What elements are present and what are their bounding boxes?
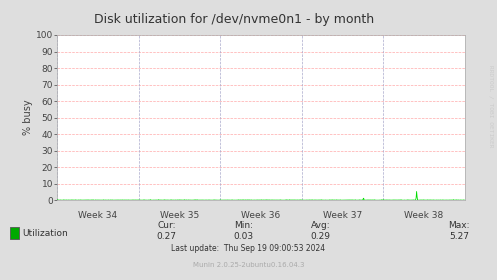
Text: Week 35: Week 35 bbox=[160, 211, 199, 220]
Text: Utilization: Utilization bbox=[22, 229, 68, 238]
Text: 0.29: 0.29 bbox=[311, 232, 331, 241]
Text: Last update:  Thu Sep 19 09:00:53 2024: Last update: Thu Sep 19 09:00:53 2024 bbox=[171, 244, 326, 253]
Text: Min:: Min: bbox=[235, 221, 253, 230]
Text: Disk utilization for /dev/nvme0n1 - by month: Disk utilization for /dev/nvme0n1 - by m… bbox=[93, 13, 374, 25]
Text: 5.27: 5.27 bbox=[450, 232, 470, 241]
Text: Week 37: Week 37 bbox=[323, 211, 362, 220]
Text: 0.27: 0.27 bbox=[157, 232, 176, 241]
Text: Avg:: Avg: bbox=[311, 221, 331, 230]
Text: Max:: Max: bbox=[448, 221, 470, 230]
Text: Week 38: Week 38 bbox=[405, 211, 443, 220]
Text: 0.03: 0.03 bbox=[234, 232, 253, 241]
Text: Munin 2.0.25-2ubuntu0.16.04.3: Munin 2.0.25-2ubuntu0.16.04.3 bbox=[193, 262, 304, 268]
Text: RRDTOOL / TOBI OETIKER: RRDTOOL / TOBI OETIKER bbox=[489, 65, 494, 148]
Text: Cur:: Cur: bbox=[158, 221, 176, 230]
Text: Week 36: Week 36 bbox=[242, 211, 280, 220]
Y-axis label: % busy: % busy bbox=[23, 100, 33, 136]
Text: Week 34: Week 34 bbox=[79, 211, 117, 220]
